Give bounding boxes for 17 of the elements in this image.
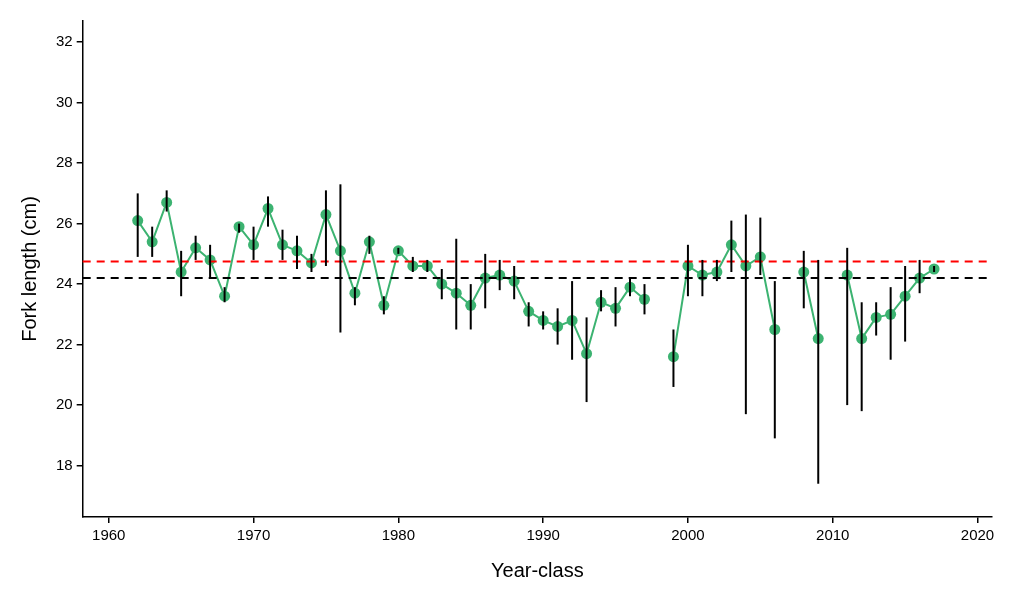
x-axis-title: Year-class [491,558,584,581]
y-axis-title: Fork length (cm) [17,196,40,342]
y-tick-label: 18 [56,455,73,473]
y-tick-label: 30 [56,92,73,110]
x-tick-label: 2020 [960,526,995,544]
y-tick-label: 20 [56,395,73,413]
y-tick-label: 24 [56,274,73,292]
y-tick-label: 22 [56,334,73,352]
x-tick-label: 1960 [92,526,126,544]
x-tick-label: 1980 [381,526,416,544]
y-tick-label: 28 [56,153,73,171]
x-tick-label: 2010 [816,526,850,544]
y-tick-label: 32 [56,32,73,50]
x-tick-label: 2000 [671,526,705,544]
x-tick-label: 1990 [526,526,560,544]
y-tick-label: 26 [56,213,73,231]
x-tick-label: 1970 [236,526,271,544]
